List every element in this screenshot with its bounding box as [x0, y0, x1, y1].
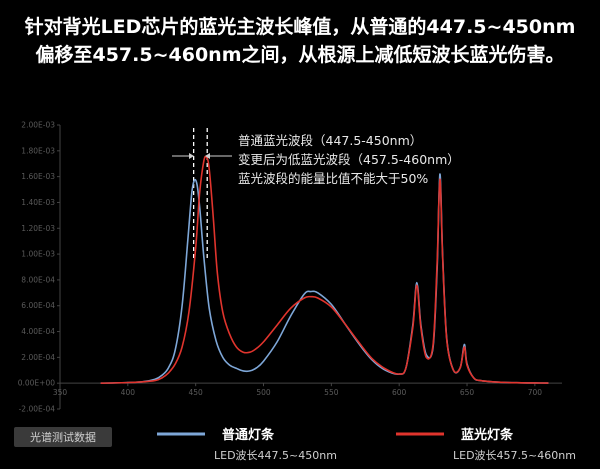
y-tick-label: 1.20E-03: [21, 224, 55, 233]
y-tick-label: 4.00E-04: [21, 327, 55, 336]
x-tick-label: 550: [324, 388, 339, 397]
series-group: [100, 155, 549, 384]
legend-area: 光谱测试数据 普通灯条 LED波长447.5~450nm 蓝光灯条 LED波长4…: [14, 427, 576, 462]
y-tick-label: -2.00E-04: [19, 405, 56, 414]
headline-line-2: 偏移至457.5~460nm之间，从根源上减低短波长蓝光伤害。: [35, 44, 565, 66]
annotation-line-2: 变更后为低蓝光波段（457.5-460nm）: [238, 152, 460, 167]
annotation-group: 普通蓝光波段（447.5-450nm） 变更后为低蓝光波段（457.5-460n…: [172, 133, 460, 186]
reference-lines: [192, 128, 208, 261]
headline-line-1: 针对背光LED芯片的蓝光主波长峰值，从普通的447.5~450nm: [24, 16, 576, 38]
y-tick-label: 1.80E-03: [21, 146, 55, 155]
y-tick-label: 2.00E-03: [21, 121, 55, 130]
x-tick-label: 700: [528, 388, 543, 397]
x-tick-label: 450: [189, 388, 204, 397]
annotation-line-3: 蓝光波段的能量比值不能大于50%: [238, 171, 428, 186]
series-line-1: [100, 155, 549, 384]
annotation-arrowhead-left: [189, 153, 194, 159]
annotation-line-1: 普通蓝光波段（447.5-450nm）: [238, 133, 422, 148]
legend-label-low-blue: 蓝光灯条: [461, 427, 514, 443]
spectrum-data-badge-label: 光谱测试数据: [30, 430, 96, 444]
x-tick-label: 500: [256, 388, 271, 397]
series-line-0: [100, 173, 549, 384]
y-tick-label: 8.00E-04: [21, 275, 55, 284]
x-tick-label: 600: [392, 388, 407, 397]
y-tick-label: 2.00E-04: [21, 353, 55, 362]
y-tick-label: 1.40E-03: [21, 198, 55, 207]
legend-sublabel-regular: LED波长447.5~450nm: [214, 449, 337, 462]
legend-label-regular: 普通灯条: [222, 427, 275, 443]
y-tick-label: 1.00E-03: [21, 250, 55, 259]
y-axis-ticks: -2.00E-04 0.00E+00 2.00E-04 4.00E-04 6.00E-0…: [18, 121, 60, 414]
y-tick-label: 1.60E-03: [21, 172, 55, 181]
x-axis-ticks: 350 400 450 500 550 600 650 700: [53, 383, 542, 397]
annotation-arrowhead-right: [205, 153, 210, 159]
legend-sublabel-low-blue: LED波长457.5~460nm: [453, 449, 576, 462]
y-tick-label: 6.00E-04: [21, 301, 55, 310]
spectrum-data-badge: [14, 427, 112, 447]
chart-axes: [59, 125, 562, 409]
x-tick-label: 650: [460, 388, 475, 397]
x-tick-label: 400: [121, 388, 136, 397]
x-tick-label: 350: [53, 388, 68, 397]
y-tick-label: 0.00E+00: [18, 379, 55, 388]
